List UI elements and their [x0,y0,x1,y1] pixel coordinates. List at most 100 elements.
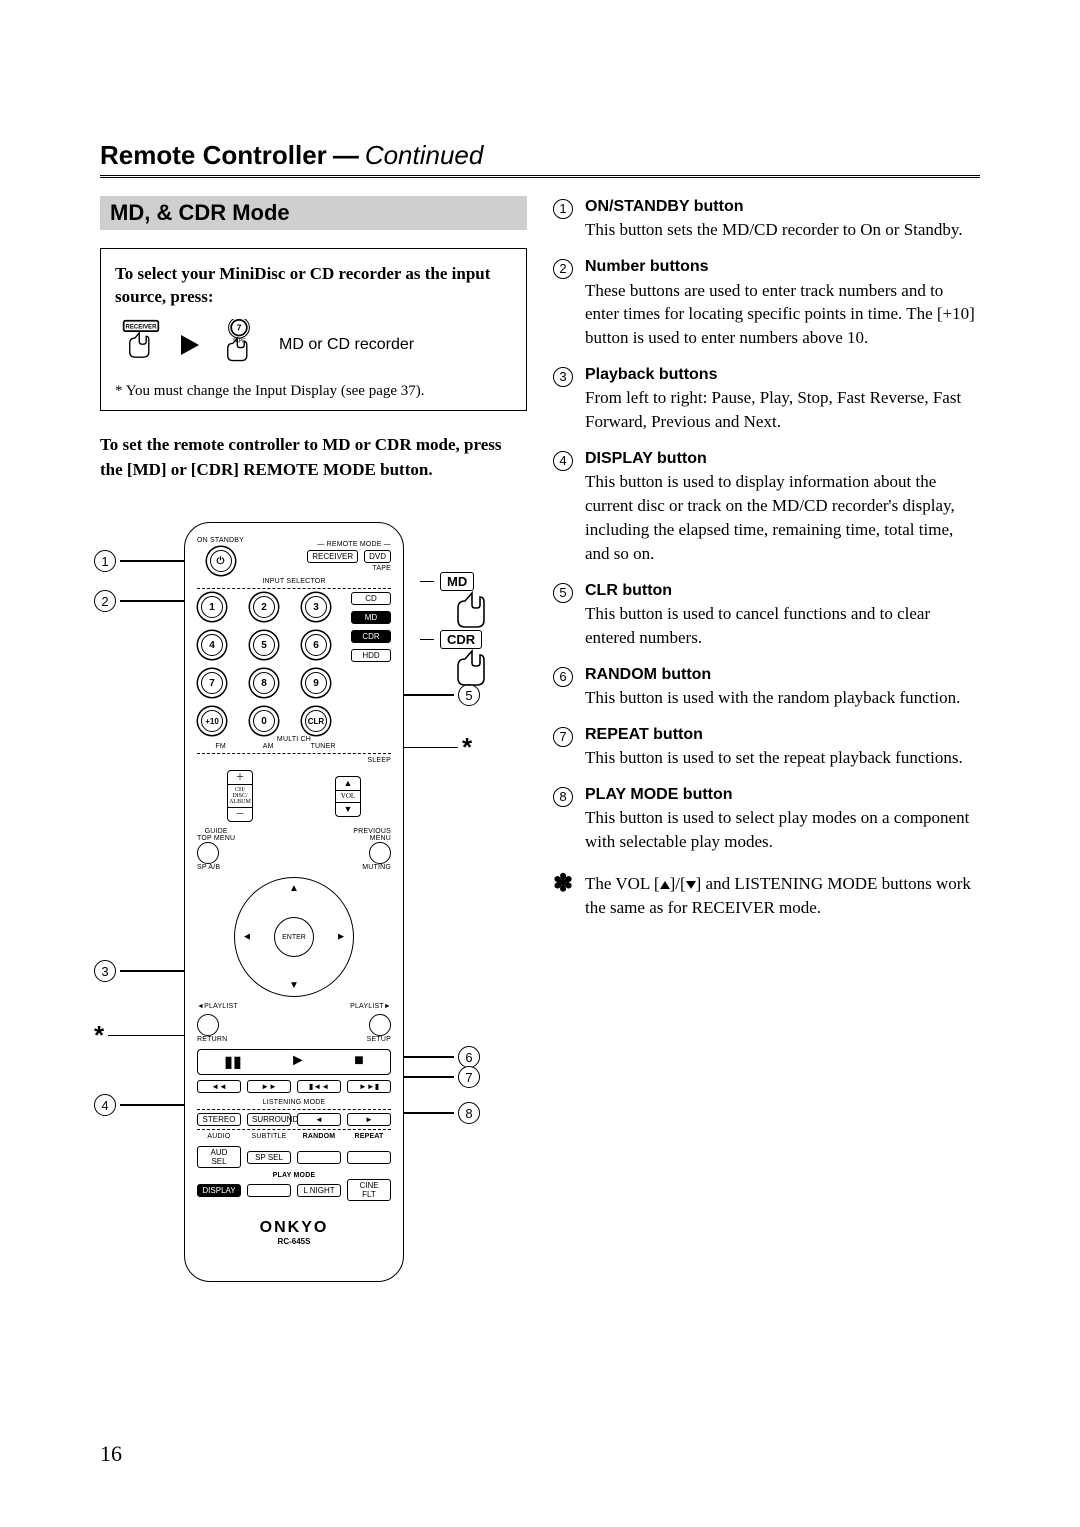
item-4-title: DISPLAY button [585,448,980,470]
setup-button[interactable] [369,1014,391,1036]
guide-button[interactable] [197,842,219,864]
item-8-desc: This button is used to select play modes… [585,806,980,854]
num-8-button[interactable]: 8 [253,672,275,694]
item-7-title: REPEAT button [585,724,980,746]
num-1-button[interactable]: 1 [201,596,223,618]
item-5-title: CLR button [585,580,980,602]
callout-1: 1 [94,550,188,572]
remote-mode-label: — REMOTE MODE — [317,541,391,548]
select-box-title: To select your MiniDisc or CD recorder a… [115,263,512,309]
item-3-title: Playback buttons [585,364,980,386]
guide-label: GUIDE TOP MENU [197,828,235,842]
item-1: 1 ON/STANDBY button This button sets the… [553,196,980,242]
on-standby-button[interactable]: ⏻ [210,550,232,572]
select-box-footnote: * You must change the Input Display (see… [115,383,512,400]
receiver-mode-button[interactable]: RECEIVER [307,550,358,563]
ch-disc-album-rocker[interactable]: ＋ CH/ DISC/ ALBUM － [227,770,253,822]
item-4-desc: This button is used to display informati… [585,470,980,565]
item-3: 3 Playback buttons From left to right: P… [553,364,980,434]
item-4: 4 DISPLAY button This button is used to … [553,448,980,566]
dvd-mode-button[interactable]: DVD [364,550,391,563]
input-selector-label: INPUT SELECTOR [197,578,391,585]
item-5: 5 CLR button This button is used to canc… [553,580,980,650]
item-6-desc: This button is used with the random play… [585,686,980,710]
hdd-button[interactable]: HDD [351,649,391,662]
callout-8: 8 [404,1102,480,1124]
callout-6: 6 [404,1046,480,1068]
play-button[interactable]: ► [290,1052,306,1072]
listen-left-button[interactable]: ◄ [297,1113,341,1126]
stop-button[interactable]: ■ [354,1052,364,1072]
return-button[interactable] [197,1014,219,1036]
page-number: 16 [100,1441,122,1467]
hand-press-receiver-icon: RECEIVER [115,319,167,371]
callout-2: 2 [94,590,188,612]
item-1-desc: This button sets the MD/CD recorder to O… [585,218,980,242]
header-dash: — [333,140,359,171]
item-6: 6 RANDOM button This button is used with… [553,664,980,710]
prev-button[interactable]: ▮◄◄ [297,1080,341,1093]
num-3-button[interactable]: 3 [305,596,327,618]
sp-sel-button[interactable]: SP SEL [247,1151,291,1164]
num-2-button[interactable]: 2 [253,596,275,618]
frev-button[interactable]: ◄◄ [197,1080,241,1093]
arrow-right-icon [181,335,199,355]
header-title: Remote Controller [100,140,327,171]
lnight-button[interactable]: L NIGHT [297,1184,341,1197]
cineflt-button[interactable]: CINE FLT [347,1179,391,1201]
callout-3: 3 [94,960,188,982]
header-subtitle: Continued [365,140,484,171]
clr-button[interactable]: CLR [305,710,327,732]
md-button[interactable]: MD [351,611,391,624]
audio-sel-button[interactable]: AUD SEL [197,1146,241,1168]
surround-button[interactable]: SURROUND [247,1113,291,1126]
triangle-down-icon [686,881,696,889]
play-mode-button[interactable] [247,1184,291,1197]
side-cdr-hand: CDR [420,630,510,720]
triangle-up-icon [660,881,670,889]
volume-rocker[interactable]: ▲ VOL ▼ [335,776,361,817]
item-5-desc: This button is used to cancel functions … [585,602,980,650]
svg-text:RECEIVER: RECEIVER [126,324,158,330]
sleep-label: SLEEP [197,757,391,764]
item-2: 2 Number buttons These buttons are used … [553,256,980,350]
mode-title: MD, & CDR Mode [100,196,527,230]
hand-press-7-icon: 7 TAPE [213,319,265,371]
stereo-button[interactable]: STEREO [197,1113,241,1126]
item-1-title: ON/STANDBY button [585,196,980,218]
pause-button[interactable]: ▮▮ [224,1052,242,1072]
enter-button[interactable]: ENTER [274,917,314,957]
callout-asterisk-right: * [404,732,472,763]
tape-label: TAPE [372,565,391,572]
num-plus10-button[interactable]: +10 [201,710,223,732]
recorder-label: MD or CD recorder [279,336,414,354]
svg-text:7: 7 [237,322,242,332]
repeat-button[interactable] [347,1151,391,1164]
listen-right-button[interactable]: ► [347,1113,391,1126]
remote-diagram: 1 2 3 * 4 5 [94,522,524,1302]
callout-4: 4 [94,1094,188,1116]
random-button[interactable] [297,1151,341,1164]
num-4-button[interactable]: 4 [201,634,223,656]
item-7: 7 REPEAT button This button is used to s… [553,724,980,770]
cd-button[interactable]: CD [351,592,391,605]
right-column: 1 ON/STANDBY button This button sets the… [553,196,980,1302]
num-6-button[interactable]: 6 [305,634,327,656]
remote-body: ON STANDBY ⏻ — REMOTE MODE — RECEIVER DV… [184,522,404,1282]
callout-asterisk-left: * [94,1020,186,1051]
cdr-button[interactable]: CDR [351,630,391,643]
brand-label: ONKYO [197,1219,391,1237]
num-5-button[interactable]: 5 [253,634,275,656]
num-0-button[interactable]: 0 [253,710,275,732]
section-header: Remote Controller — Continued [100,140,980,178]
prev-menu-button[interactable] [369,842,391,864]
item-2-desc: These buttons are used to enter track nu… [585,279,980,350]
left-column: MD, & CDR Mode To select your MiniDisc o… [100,196,527,1302]
nav-ring[interactable]: ENTER ▲ ▼ ◄ ► [234,877,354,997]
num-7-button[interactable]: 7 [201,672,223,694]
next-button[interactable]: ►►▮ [347,1080,391,1093]
num-9-button[interactable]: 9 [305,672,327,694]
play-mode-label: PLAY MODE [197,1172,391,1179]
ffwd-button[interactable]: ►► [247,1080,291,1093]
display-button[interactable]: DISPLAY [197,1184,241,1197]
